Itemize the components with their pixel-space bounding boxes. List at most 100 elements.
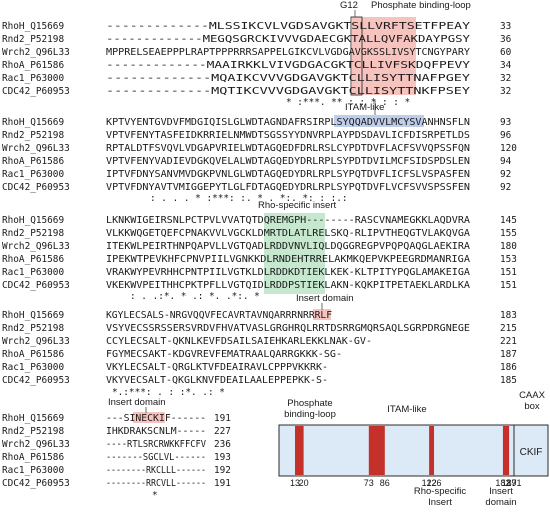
seq-row: VKYLECSALT-QRGLKTVFDEAIRAVLCPPPVKKRK- [106,362,328,373]
seq-name: CDC42_P60953 [2,478,70,489]
seq-row: VPTVFDNYAVTVMIGGEPYTLGLFDTAGQEDYDRLRPLSY… [106,182,470,193]
caax-box [513,424,549,477]
seq-count: 153 [500,254,517,265]
seq-name: CDC42_P60953 [2,280,70,291]
seq-count: 183 [500,310,517,321]
seq-row: VRAKWYPEVRHHCPNTPIILVGTKLDLRDDKDTIEKLKEK… [106,267,470,278]
seq-row: ----RTLSRCRWKKFFCFV [106,439,206,450]
seq-count: 236 [214,439,231,450]
seq-count: 32 [500,86,511,97]
phosphate-loop-highlight [380,17,416,95]
seq-name: Rnd2_P52198 [2,130,64,141]
seq-count: 96 [500,130,512,141]
conservation-line: *.:***: . : :*. .: * [112,387,225,398]
map-label-caax-line1: CAAX [519,390,546,401]
conservation-line: * [152,490,158,501]
conservation-line: : . .:*. * .: *. .*:. * [130,291,260,302]
tick-label: 191 [506,478,521,488]
seq-row: LKNKWIGEIRSNLPCTPVLVVATQTDQREMGPH-------… [106,215,470,226]
domain-region-1 [294,426,304,475]
seq-name: Rac1_P63000 [2,267,64,278]
map-label-caax-line2: box [524,401,540,412]
seq-name: Rac1_P63000 [2,169,64,180]
protein-bar [278,424,515,477]
domain-map: Phosphate binding-loop ITAM-like CAAX bo… [278,390,549,508]
seq-row: -------------MQAIKCVVVGDGAVGKTCLLISYTTNA… [106,73,470,84]
rho-insert-highlight [264,213,325,294]
seq-name: RhoA_P61586 [2,60,64,71]
seq-name: Wrch2_Q96L33 [2,439,70,450]
seq-row: KPTVYENTGVDVFMDGIQISLGLWDTAGNDAFRSIRPLSY… [106,117,470,128]
seq-count: 120 [500,143,517,154]
domain-region-2 [368,426,385,475]
seq-name: Wrch2_Q96L33 [2,47,70,58]
insert-domain-label-2: Insert domain [108,397,166,408]
tick-label: 182 [495,478,510,488]
seq-row: MPPRELSEAEPPPLRAPTPPPRRRSAPPELGIKCVLVGDG… [106,47,470,58]
alignment-block-5: RhoH_Q15669 ---SINECKIF------ 191 Rnd2_P… [2,413,231,501]
seq-row: -------------MEGQSGRCKIVVVGDAECGKTALLQVF… [106,34,470,45]
map-label-insert-line2: domain [485,497,516,508]
seq-row: CCYLECSALT-QKNLKEVFDSAILSAIEHKARLEKKLNAK… [106,336,372,347]
seq-count: 186 [500,362,517,373]
seq-count: 33 [500,21,511,32]
phosphate-label: Phosphate binding-loop [371,0,471,11]
g12-box [350,16,363,96]
g12-label: G12 [340,0,358,11]
seq-name: RhoA_P61586 [2,452,64,463]
seq-name: Rnd2_P52198 [2,34,64,45]
seq-count: 180 [500,241,517,252]
seq-name: RhoH_Q15669 [2,117,64,128]
seq-row: RPTALDTFSVQVLVDGAPVRIELWDTAGQEDFDRLRSLCY… [106,143,470,154]
tick-label: 126 [427,478,442,488]
seq-row: VPTVFENYTASFEIDKRRIELNMWDTSGSSYYDNVRPLAY… [106,130,470,141]
seq-row: VLKKWQGETQEFCPNAKVVLVGCKLDMRTDLATLRELSKQ… [106,228,470,239]
seq-name: Rnd2_P52198 [2,323,64,334]
tick-label: 122 [422,478,437,488]
map-label-insert-line1: Insert [489,486,513,497]
seq-count: 60 [500,47,512,58]
tick-label: 187 [502,478,517,488]
seq-count: 193 [214,452,231,463]
alignment-block-2: RhoH_Q15669 KPTVYENTGVDVFMDGIQISLGLWDTAG… [2,117,517,204]
seq-count: 145 [500,215,517,226]
map-label-rho-line2: Insert [428,497,452,508]
seq-count: 187 [500,349,517,360]
seq-name: Rnd2_P52198 [2,228,64,239]
g12-highlight [352,17,380,95]
insert-domain-label-1: Insert domain [296,293,354,304]
seq-row: VKEKWVPEITHHCPKTPFLLVGTQIDLRDDPSTIEKLAKN… [106,280,470,291]
seq-row: ---SINECKIF------ [106,413,206,424]
seq-count: 93 [500,117,511,128]
seq-row: VPTVFENYVADIEVDGKQVELALWDTAGQEDYDRLRPLSY… [106,156,470,167]
alignment-block-1: RhoH_Q15669 -------------MLSSIKCVLVGDSAV… [2,21,512,108]
seq-count: 34 [500,60,512,71]
seq-name: CDC42_P60953 [2,86,70,97]
domain-regions [294,426,510,475]
seq-row: --------RRCVLL------ [106,478,206,489]
seq-count: 191 [214,478,231,489]
insert-domain-highlight-2 [133,412,165,423]
seq-count: 151 [500,280,517,291]
seq-name: Rac1_P63000 [2,362,64,373]
seq-row: FGYMECSAKT-KDGVREVFEMATRAALQARRGKKK-SG- [106,349,342,360]
seq-name: CDC42_P60953 [2,182,70,193]
seq-name: CDC42_P60953 [2,375,70,386]
seq-name: Wrch2_Q96L33 [2,336,70,347]
seq-count: 151 [500,267,517,278]
tick-label: 86 [380,478,390,488]
seq-name: RhoH_Q15669 [2,21,64,32]
seq-count: 94 [500,156,512,167]
domain-region-4 [502,426,510,475]
seq-row: -------------MAAIRKKLVIVGDGACGKTCLLIVFSK… [106,60,470,71]
seq-row: -------SGCLVL------ [106,452,206,463]
seq-row: VSYVECSSRSSERSVRDVFHVATVASLGRGHRQLRRTDSR… [106,323,470,334]
seq-count: 92 [500,169,511,180]
rho-insert-label: Rho-specific insert [258,200,336,211]
seq-count: 215 [500,323,517,334]
seq-count: 191 [214,413,231,424]
tick-label: 73 [364,478,374,488]
seq-count: 221 [500,336,517,347]
seq-row: IHKDRAKSCNLM----- [106,426,206,437]
map-label-rho-line1: Rho-specific [414,486,467,497]
